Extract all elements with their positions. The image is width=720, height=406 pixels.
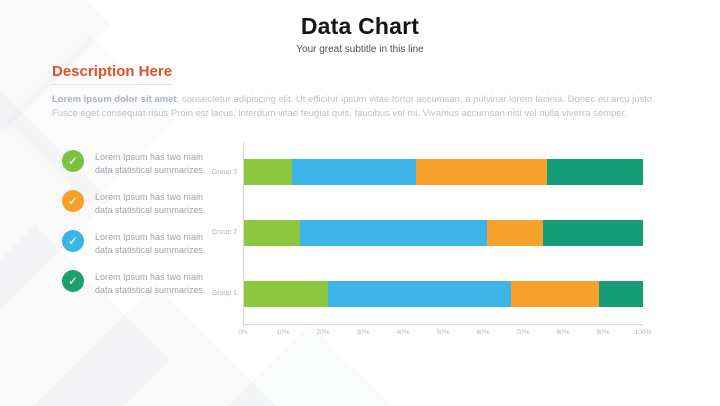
bar-segment-green <box>244 280 328 307</box>
x-tick-label: 80% <box>556 329 570 336</box>
description-text: Lorem ipsum dolor sit amet, consectetur … <box>52 93 668 122</box>
check-icon: ✓ <box>62 270 84 293</box>
list-item-text: Lorem Ipsum has two main data statistica… <box>95 152 206 176</box>
bar-segment-orange <box>511 280 600 307</box>
description-heading: Description Here <box>52 63 173 85</box>
chart-row: Group 1 <box>212 280 643 307</box>
list-item: ✓ Lorem Ipsum has two main data statistic… <box>62 270 242 297</box>
description-lead: Lorem ipsum dolor sit amet <box>52 94 177 105</box>
slide-title: Data Chart <box>300 13 420 39</box>
x-tick-label: 0% <box>238 329 248 336</box>
bar-segment-green <box>244 159 292 186</box>
x-tick-label: 90% <box>596 329 610 336</box>
check-icon: ✓ <box>62 230 84 253</box>
chart-plot: Group 3 Group 2 Group 1 <box>212 142 643 325</box>
list-item: ✓ Lorem Ipsum has two main data statistic… <box>62 190 242 217</box>
x-tick-label: 40% <box>396 329 410 336</box>
bar-track <box>244 159 643 186</box>
feature-list: ✓ Lorem Ipsum has two main data statistic… <box>62 150 242 310</box>
description-body: , consectetur adipiscing elit. Ut effici… <box>52 94 655 120</box>
bar-segment-teal <box>599 280 643 307</box>
list-item-text: Lorem Ipsum has two main data statistica… <box>95 232 206 256</box>
x-tick-label: 10% <box>276 329 290 336</box>
bar-segment-teal <box>547 159 643 186</box>
list-item: ✓ Lorem Ipsum has two main data statistic… <box>62 150 242 177</box>
check-icon: ✓ <box>62 190 84 213</box>
x-tick-label: 70% <box>516 329 530 336</box>
x-tick-label: 50% <box>436 329 450 336</box>
x-tick-label: 20% <box>316 329 330 336</box>
chart-row: Group 3 <box>212 159 643 186</box>
x-tick-label: 30% <box>356 329 370 336</box>
bar-track <box>244 219 643 246</box>
bar-segment-blue <box>327 280 512 307</box>
bar-segment-orange <box>415 159 548 186</box>
stacked-bar-chart: Group 3 Group 2 Group 1 0% 10% 20% 30% 40% 50% 6… <box>212 142 651 342</box>
bar-segment-blue <box>299 219 488 246</box>
bar-track <box>244 280 643 307</box>
bar-segment-orange <box>487 219 544 246</box>
description-section: Description Here Lorem ipsum dolor sit a… <box>52 63 668 122</box>
category-label: Group 3 <box>211 168 237 176</box>
list-item: ✓ Lorem Ipsum has two main data statistic… <box>62 230 242 257</box>
x-tick-label: 100% <box>634 329 652 336</box>
x-tick-label: 60% <box>476 329 490 336</box>
check-icon: ✓ <box>62 150 84 172</box>
bar-segment-green <box>244 219 300 246</box>
list-item-text: Lorem Ipsum has two main data statistica… <box>95 192 206 216</box>
slide-header: Data Chart Your great subtitle in this l… <box>0 13 720 55</box>
chart-x-axis: 0% 10% 20% 30% 40% 50% 60% 70% 80% 90% 100% <box>238 329 651 341</box>
chart-row: Group 2 <box>212 219 643 246</box>
category-label: Group 2 <box>211 229 237 237</box>
bar-segment-blue <box>291 159 416 186</box>
bar-segment-teal <box>543 219 643 246</box>
slide-subtitle: Your great subtitle in this line <box>296 44 424 55</box>
category-label: Group 1 <box>211 290 237 298</box>
list-item-text: Lorem Ipsum has two main data statistica… <box>95 272 206 296</box>
